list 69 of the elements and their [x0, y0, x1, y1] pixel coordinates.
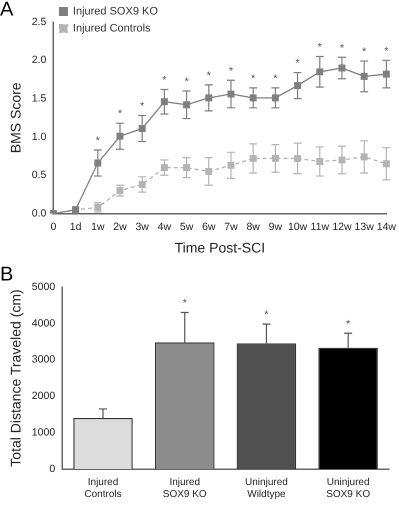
text: A — [0, 0, 14, 21]
x-tick-label: Uninjured SOX9 KO — [326, 476, 370, 500]
annotation: * — [384, 45, 390, 58]
point — [183, 164, 190, 172]
y-tick-label: 5000 — [32, 280, 56, 293]
annotation: * — [273, 72, 278, 85]
x-tick-label: 6w — [202, 220, 216, 233]
y-tick-label: 4000 — [32, 317, 56, 330]
annotation: * — [96, 135, 101, 148]
annotation: * — [184, 76, 190, 88]
point — [160, 98, 168, 106]
x-tick-label: 11w — [310, 220, 330, 233]
annotation: * — [251, 72, 256, 85]
x-tick-label: 4w — [158, 220, 172, 233]
annotation: * — [140, 100, 146, 113]
y-axis-title: Total Distance Traveled (cm) — [7, 289, 24, 467]
point — [272, 154, 279, 162]
legend-label: Injured SOX9 KO — [72, 6, 158, 18]
legend-label: Injured Controls — [72, 22, 152, 35]
annotation: * — [340, 42, 345, 54]
x-tick-label: 8w — [246, 220, 260, 233]
annotation: * — [182, 298, 188, 310]
point — [338, 64, 346, 72]
y-tick-label: 0 — [49, 462, 56, 475]
y-tick-label: 1.5 — [32, 92, 47, 105]
x-tick-label: 1w — [91, 220, 105, 233]
y-tick-label: 2.5 — [32, 16, 47, 28]
y-axis-title: BMS Score — [7, 82, 24, 154]
annotation: * — [118, 108, 123, 120]
annotation: * — [264, 309, 270, 322]
point — [228, 162, 234, 169]
y-tick-label: 0.5 — [32, 169, 47, 182]
point — [294, 82, 302, 90]
x-axis-title: Time Post-SCI — [174, 239, 266, 256]
x-tick-label: 10w — [288, 220, 308, 233]
y-tick-label: 1.0 — [32, 130, 47, 143]
point — [160, 164, 168, 172]
x-tick-label: Injured SOX9 KO — [162, 476, 207, 500]
text: B — [0, 264, 14, 286]
point — [116, 132, 124, 140]
y-tick-label: 2000 — [32, 390, 56, 402]
x-tick-label: 3w — [135, 220, 150, 233]
annotation: * — [295, 58, 300, 70]
x-tick-label: 5w — [180, 220, 194, 233]
annotation: * — [346, 318, 352, 330]
x-tick-label: 2w — [113, 220, 128, 233]
x-tick-label: Injured Controls — [84, 476, 122, 500]
point — [272, 94, 279, 102]
x-tick-label: 14w — [376, 220, 396, 233]
x-tick-label: 9w — [268, 220, 282, 233]
x-tick-label: 12w — [332, 220, 352, 233]
annotation: * — [162, 74, 168, 86]
x-tick-label: 1d — [70, 220, 82, 233]
point — [294, 154, 302, 162]
x-tick-label: 13w — [354, 220, 374, 233]
y-tick-label: 3000 — [32, 354, 56, 366]
annotation: * — [206, 70, 212, 82]
point — [228, 90, 234, 98]
point — [382, 70, 390, 78]
point — [338, 156, 346, 164]
y-tick-label: 2.0 — [32, 54, 47, 66]
x-tick-label: 7w — [224, 220, 238, 233]
annotation: * — [362, 46, 368, 58]
x-tick-label: Uninjured Wildtype — [245, 476, 288, 500]
y-tick-label: 1000 — [32, 426, 56, 438]
annotation: * — [228, 65, 234, 78]
annotation: * — [318, 42, 323, 54]
point — [382, 160, 390, 168]
y-tick-label: 0.0 — [32, 207, 47, 220]
